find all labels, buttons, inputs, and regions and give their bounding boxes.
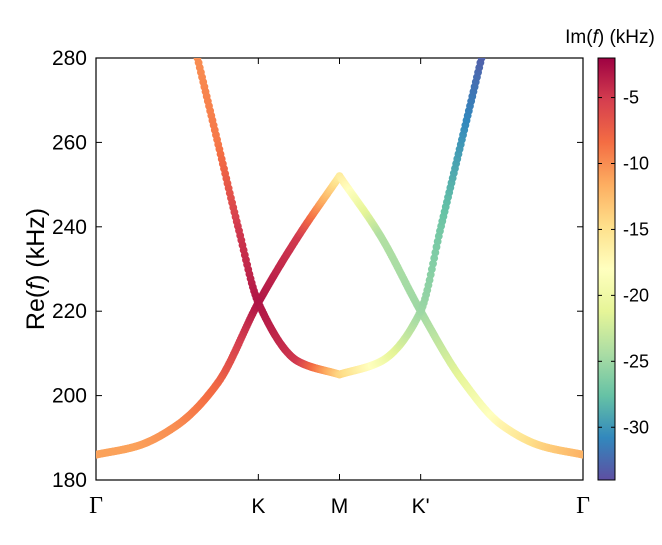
y-axis-title: Re(f) (kHz)	[22, 208, 50, 330]
y-tick-label: 180	[52, 469, 87, 492]
colorbar-tick-label: -25	[623, 351, 649, 371]
y-tick-label: 260	[52, 131, 87, 154]
x-tick-label: Γ	[576, 493, 590, 519]
data-point	[579, 450, 583, 459]
colorbar-title: Im(f) (kHz)	[565, 27, 655, 48]
x-tick-label: K	[251, 495, 265, 518]
colorbar-tick-label: -30	[623, 417, 649, 437]
colorbar-tick-label: -10	[623, 154, 649, 174]
x-tick-label: M	[331, 495, 349, 518]
y-tick-label: 280	[52, 47, 87, 70]
colorbar-tick-label: -5	[623, 88, 639, 108]
data-points	[96, 58, 583, 459]
colorbar-gradient	[597, 57, 616, 481]
x-tick-label: K'	[412, 495, 430, 518]
y-tick-label: 240	[52, 216, 87, 239]
y-tick-label: 220	[52, 300, 87, 323]
colorbar-tick-label: -15	[623, 219, 649, 239]
y-tick-label: 200	[52, 385, 87, 408]
y-axis: 180 200 220 240 260 280	[52, 47, 583, 492]
colorbar: -5 -10 -15 -20 -25 -30	[597, 57, 649, 481]
data-point	[477, 58, 486, 62]
plot-frame	[95, 57, 584, 481]
colorbar-tick-label: -20	[623, 285, 649, 305]
x-tick-label: Γ	[89, 493, 103, 519]
x-axis: Γ K M K' Γ	[89, 58, 590, 519]
